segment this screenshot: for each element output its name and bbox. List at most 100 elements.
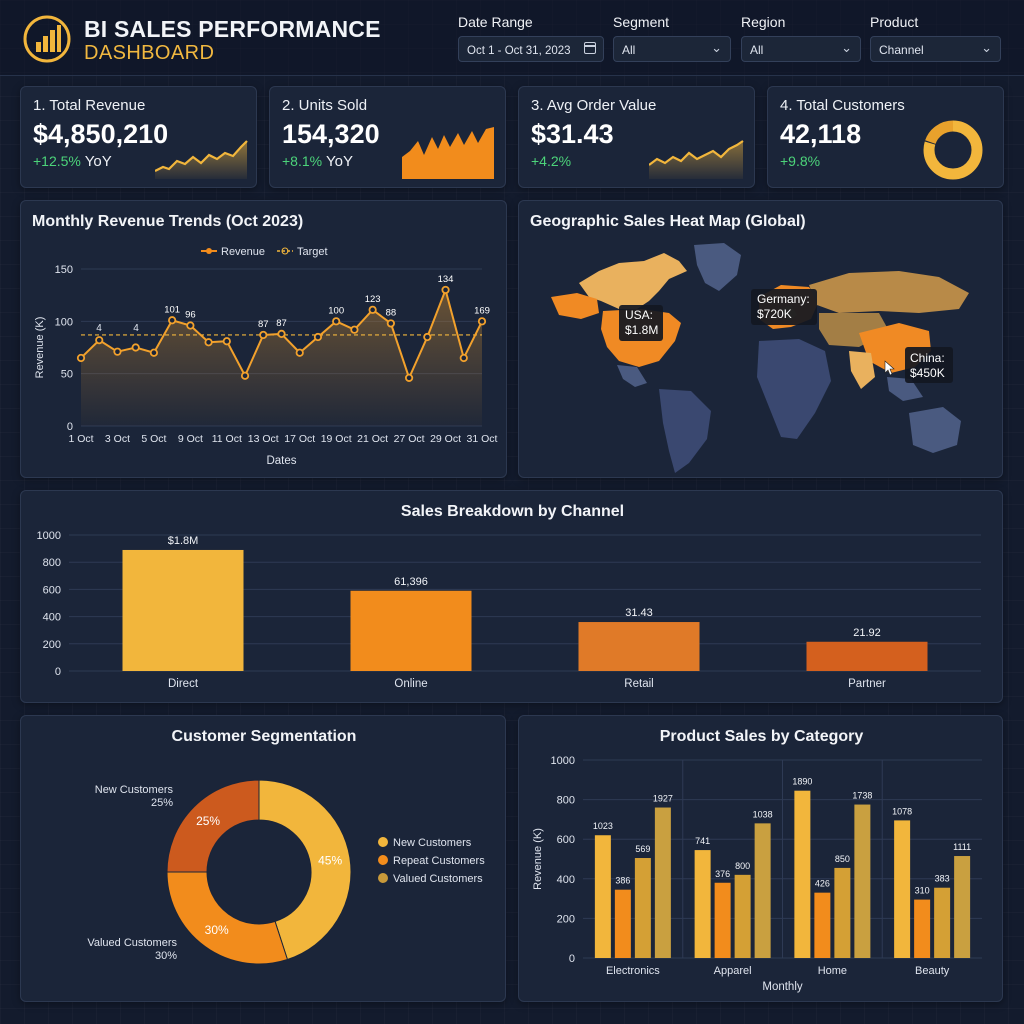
product-sales-panel: Product Sales by Category 0 200 400 600 800 1… [518,715,1003,1002]
kpi-value: $4,850,210 [33,119,169,149]
product-filter: Product Channel ⌄ [870,14,1001,62]
x-tick-label: 29 Oct [430,433,461,445]
product-sales-title: Product Sales by Category [659,728,864,745]
y-tick-label: 200 [557,913,575,925]
segment-slice-label: 30% [205,923,229,937]
map-india [849,351,875,389]
revenue-point [95,336,104,345]
x-tick-label: 1 Oct [68,433,93,445]
revenue-point [222,337,231,346]
product-bar-label: 1078 [892,806,912,816]
customer-segmentation-panel: Customer Segmentation 45% 30% 25% New Custo… [20,715,506,1002]
product-select[interactable]: Channel ⌄ [870,36,1001,62]
y-tick-label: 600 [557,834,575,846]
kpi-card-total-revenue[interactable]: 1. Total Revenue $4,850,210 +12.5% YoY [20,86,257,188]
y-tick-label: 1000 [551,755,575,767]
x-tick-label: 11 Oct [212,433,242,445]
chevron-down-icon: ⌄ [841,40,852,55]
line-legend: Revenue Target [201,246,328,258]
map-australia [909,407,961,453]
product-bar-label: 376 [715,869,730,879]
product-category-label: Home [818,965,847,977]
kpi-card-units-sold[interactable]: 2. Units Sold 154,320 +8.1% YoY [269,86,506,188]
segment-label: Segment [613,14,670,30]
segment-value: All [622,43,636,57]
product-grouped-bar-chart: 0 200 400 600 800 1000 Revenue (K) Monthly 1023 3… [532,755,982,993]
product-bar [894,820,911,958]
revenue-point [295,348,304,357]
product-bar-label: 1738 [852,791,872,801]
x-tick-label: 5 Oct [141,433,166,445]
channel-category-label: Partner [848,678,886,690]
customers-donut-mini [923,120,983,180]
product-bar [634,858,651,958]
revenue-point [477,317,487,326]
product-bar-label: 386 [615,876,630,886]
usa-callout-line2: $1.8M [625,323,658,337]
channel-breakdown-panel: Sales Breakdown by Channel 0 200 400 600 800… [20,490,1003,703]
date-range-picker[interactable]: Oct 1 - Oct 31, 2023 [458,36,604,62]
product-bar [954,856,971,958]
channel-category-label: Retail [624,678,653,690]
y-tick-label: 150 [55,264,73,276]
revenue-point [204,338,213,347]
kpi-delta-value: +9.8% [780,153,821,169]
dashboard-subtitle: DASHBOARD [84,42,215,64]
revenue-data-label: 134 [438,274,454,285]
kpi-card-avg-order-value[interactable]: 3. Avg Order Value $31.43 +4.2% [518,86,755,188]
revenue-point [131,343,140,352]
region-label: Region [741,14,786,30]
y-tick-label: 400 [557,874,575,886]
usa-callout-box [619,305,663,341]
product-bar [714,882,731,958]
x-tick-label: 13 Oct [248,433,279,445]
y-axis-label: Revenue (K) [532,828,544,890]
chevron-down-icon: ⌄ [981,40,992,55]
revenue-trend-panel: Monthly Revenue Trends (Oct 2023) Revenu… [20,200,507,478]
revenue-data-label: 100 [328,305,344,316]
product-bar [754,823,771,958]
kpi-value: $31.43 [531,119,614,149]
x-tick-label: 17 Oct [284,433,315,445]
kpi-title: 4. Total Customers [780,97,905,114]
product-bar [794,790,811,958]
revenue-sparkline [155,140,248,179]
segment-select[interactable]: All ⌄ [613,36,731,62]
callout-new-customers-pct: 25% [151,797,173,809]
channel-bar-label: 61,396 [394,576,428,588]
map-south-america [659,389,711,473]
kpi-title: 2. Units Sold [282,97,368,114]
legend-label: Repeat Customers [393,855,485,867]
product-bar-label: 426 [815,879,830,889]
product-bar [834,867,851,958]
target-label: 4 [133,323,139,334]
legend-target-marker [281,247,289,255]
revenue-point [168,316,177,325]
product-value: Channel [879,43,924,57]
y-tick-label: 100 [55,316,73,328]
map-canada [579,253,687,309]
kpi-delta-value: +12.5% [33,153,81,169]
world-map[interactable]: USA: $1.8M Germany: $720K China: $450K [519,201,1003,478]
product-bar-label: 1038 [753,809,773,819]
germany-callout-line2: $720K [757,307,792,321]
target-label: 4 [96,323,102,334]
kpi-card-total-customers[interactable]: 4. Total Customers 42,118 +9.8% [767,86,1004,188]
product-bar-label: 1111 [953,842,971,852]
legend-swatch [378,855,388,865]
legend-label: New Customers [393,837,472,849]
geo-heatmap-title: Geographic Sales Heat Map (Global) [530,213,806,230]
revenue-point [459,353,468,363]
segment-slice-label: 45% [318,854,342,868]
product-category-label: Apparel [714,965,752,977]
kpi-value: 42,118 [780,119,862,149]
region-select[interactable]: All ⌄ [741,36,861,62]
kpi-delta: +12.5% YoY [33,153,112,170]
kpi-delta: +9.8% [780,153,820,170]
legend-swatch [378,873,388,883]
revenue-point [113,347,122,356]
segment-slice [166,779,260,873]
kpi-delta-value: +8.1% [282,153,323,169]
legend-revenue-label: Revenue [221,246,265,258]
segment-slice [166,871,289,965]
